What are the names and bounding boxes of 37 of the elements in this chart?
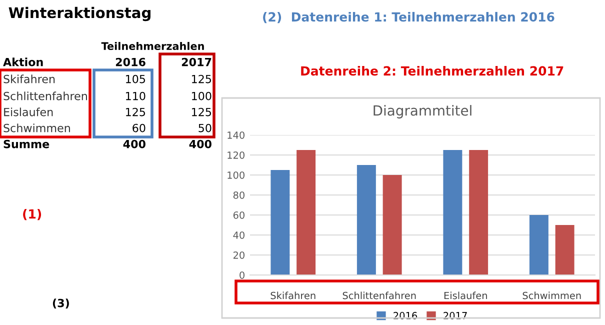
text: Datenreihe 2: Teilnehmerzahlen 2017 [301,66,564,76]
text: (2) Datenreihe 1: Teilnehmerzahlen 2016 [263,12,554,24]
x-tick-label: Skifahren [270,292,316,300]
text: 105 [126,74,146,84]
text: 125 [192,108,212,116]
text: 125 [192,74,212,84]
text: 400 [189,140,212,148]
text: 50 [198,124,212,132]
x-tick-label: Eislaufen [444,292,487,300]
text: 60 [132,124,146,132]
text: (1) [23,208,42,220]
text: Winteraktionstag [8,6,150,22]
category-label: Schlittenfahren [4,92,87,100]
category-label: Skifahren [4,74,55,84]
y-tick-label: 80 [233,191,244,199]
y-tick-label: 40 [233,231,244,239]
x-tick-label: Schwimmen [522,292,581,300]
text: 400 [123,140,146,148]
text: Teilnehmerzahlen [101,42,204,50]
text: (3) [52,298,69,309]
y-tick-label: 100 [228,171,244,179]
category-label: Eislaufen [4,108,53,116]
text: 125 [126,108,146,116]
y-tick-label: 0 [240,271,244,279]
y-tick-label: 60 [233,211,244,219]
y-tick-label: 20 [233,251,244,259]
chart-title: Diagrammtitel [374,105,472,118]
text: Summe [4,140,50,148]
y-tick-label: 140 [228,131,244,139]
text: Aktion [3,58,43,66]
text: 100 [192,92,212,100]
text: 110 [126,92,146,100]
text: 2016 [116,58,146,66]
x-tick-label: Schlittenfahren [342,292,416,300]
y-tick-label: 120 [228,151,244,159]
text: 2017 [182,58,212,66]
category-label: Schwimmen [4,124,70,132]
